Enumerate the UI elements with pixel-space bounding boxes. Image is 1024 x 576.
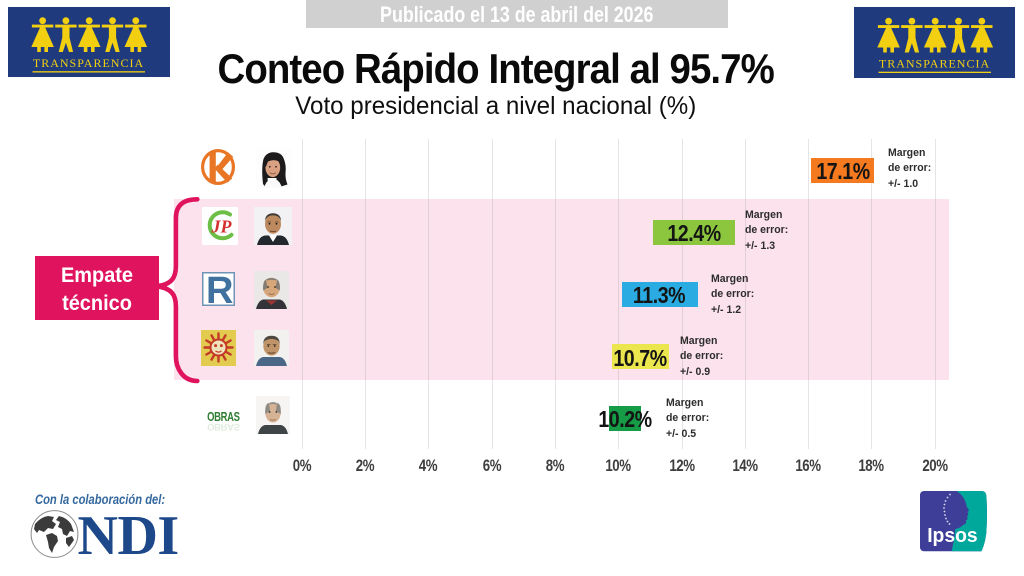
svg-text:JP: JP <box>211 217 233 237</box>
svg-text:TRANSPARENCIA: TRANSPARENCIA <box>879 56 990 70</box>
svg-text:TRANSPARENCIA: TRANSPARENCIA <box>33 56 144 70</box>
svg-text:R: R <box>206 272 233 306</box>
svg-text:Ipsos: Ipsos <box>928 524 979 546</box>
